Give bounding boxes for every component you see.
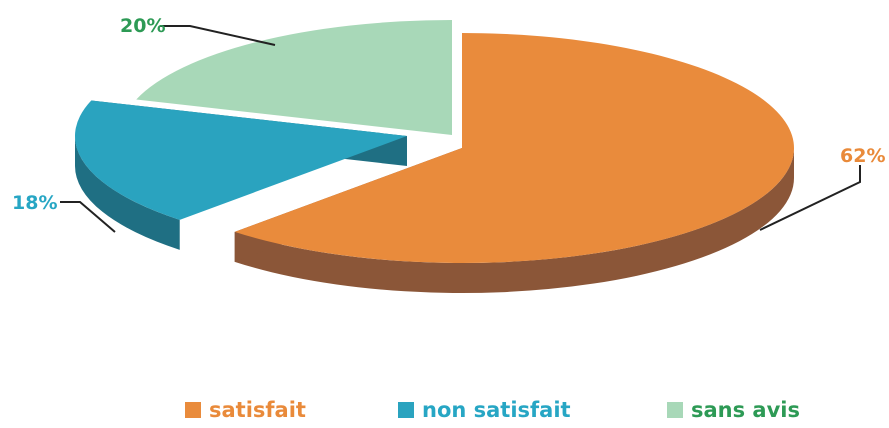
pie-side-satisfait	[234, 148, 795, 293]
legend-item-non-satisfait: non satisfait	[398, 398, 571, 422]
pie-slice-satisfait	[234, 33, 795, 264]
value-label-non-satisfait: 18%	[12, 192, 57, 214]
legend-swatch-satisfait	[185, 402, 201, 418]
value-label-sans-avis: 20%	[120, 15, 165, 37]
pie-slice-non-satisfait	[74, 100, 407, 220]
pie-chart: 62% 18% 20%	[12, 15, 885, 293]
legend-swatch-non-satisfait	[398, 402, 414, 418]
value-label-satisfait: 62%	[840, 145, 885, 167]
legend-item-satisfait: satisfait	[185, 398, 306, 422]
leader-line-satisfait	[759, 165, 861, 231]
pie-slice-sans-avis	[136, 20, 452, 135]
legend-swatch-sans-avis	[667, 402, 683, 418]
pie-side-non-satisfait	[75, 136, 180, 250]
leader-line-non-satisfait	[60, 201, 116, 233]
legend-item-sans-avis: sans avis	[667, 398, 800, 422]
legend: satisfait non satisfait sans avis	[0, 398, 889, 428]
legend-label-sans-avis: sans avis	[691, 398, 800, 422]
legend-label-satisfait: satisfait	[209, 398, 306, 422]
legend-label-non-satisfait: non satisfait	[422, 398, 571, 422]
leader-line-sans-avis	[160, 25, 276, 46]
